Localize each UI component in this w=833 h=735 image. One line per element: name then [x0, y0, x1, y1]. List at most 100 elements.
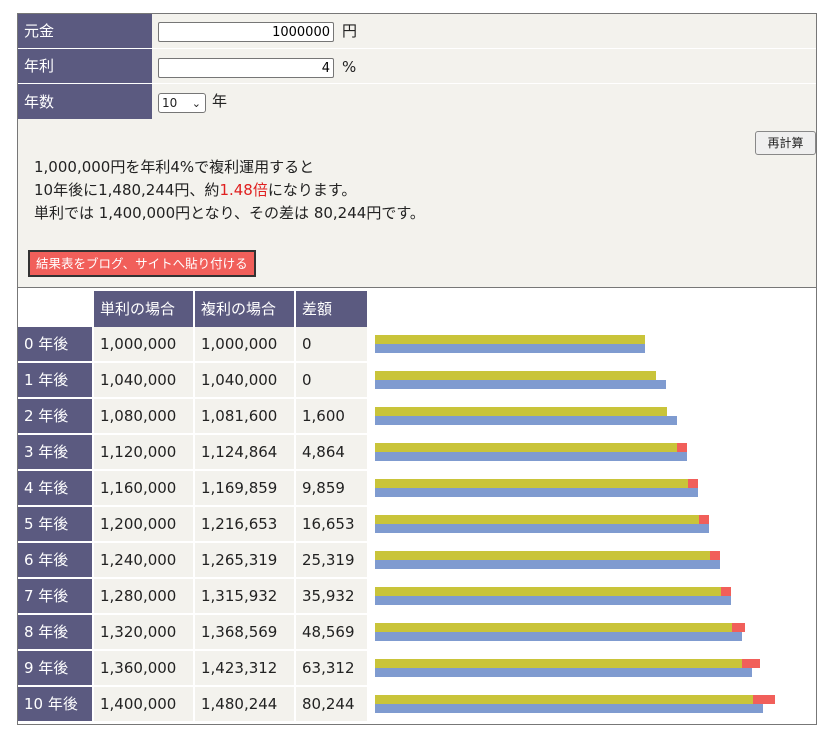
- cell-year: 7 年後: [18, 579, 92, 613]
- cell-simple: 1,200,000: [94, 507, 193, 541]
- bar-simple: [375, 695, 754, 704]
- cell-diff: 48,569: [296, 615, 367, 649]
- header-compound: 複利の場合: [195, 291, 294, 327]
- cell-compound: 1,423,312: [195, 651, 294, 685]
- result-line-2-post: になります。: [267, 181, 357, 199]
- cell-diff: 25,319: [296, 543, 367, 577]
- bar-simple: [375, 623, 732, 632]
- cell-simple: 1,040,000: [94, 363, 193, 397]
- result-multiplier: 1.48倍: [219, 181, 268, 199]
- result-line-1: 1,000,000円を年利4%で複利運用すると: [34, 158, 315, 176]
- bar-compound: [375, 416, 677, 425]
- bar-simple: [375, 479, 689, 488]
- bar-simple: [375, 551, 710, 560]
- rate-unit: %: [342, 58, 357, 76]
- cell-diff: 0: [296, 327, 367, 361]
- cell-simple: 1,120,000: [94, 435, 193, 469]
- cell-diff: 1,600: [296, 399, 367, 433]
- cell-diff: 0: [296, 363, 367, 397]
- result-line-2: 10年後に1,480,244円、約1.48倍になります。: [34, 179, 356, 200]
- cell-year: 4 年後: [18, 471, 92, 505]
- years-select-value: 10: [162, 96, 178, 110]
- header-simple: 単利の場合: [94, 291, 193, 327]
- cell-compound: 1,040,000: [195, 363, 294, 397]
- cell-diff: 35,932: [296, 579, 367, 613]
- cell-compound: 1,169,859: [195, 471, 294, 505]
- rate-label: 年利: [18, 49, 152, 84]
- input-form: 元金 円 年利 % 年数 10 ⌄ 年: [17, 13, 817, 121]
- principal-row: 元金 円: [18, 14, 816, 49]
- bar-simple: [375, 371, 656, 380]
- cell-diff: 9,859: [296, 471, 367, 505]
- rate-input[interactable]: [158, 58, 334, 78]
- years-unit: 年: [212, 92, 228, 110]
- cell-year: 6 年後: [18, 543, 92, 577]
- principal-input[interactable]: [158, 22, 334, 42]
- bar-compound: [375, 452, 688, 461]
- bar-compound: [375, 344, 645, 353]
- years-select[interactable]: 10 ⌄: [158, 93, 206, 113]
- result-line-2-pre: 10年後に1,480,244円、約: [34, 181, 220, 199]
- bar-compound: [375, 704, 764, 713]
- cell-diff: 63,312: [296, 651, 367, 685]
- bar-simple: [375, 407, 667, 416]
- bar-compound: [375, 596, 731, 605]
- cell-compound: 1,081,600: [195, 399, 294, 433]
- cell-compound: 1,265,319: [195, 543, 294, 577]
- cell-simple: 1,280,000: [94, 579, 193, 613]
- cell-diff: 4,864: [296, 435, 367, 469]
- bar-diff: [677, 443, 688, 452]
- bar-simple: [375, 443, 678, 452]
- result-table: 単利の場合 複利の場合 差額 0 年後 1,000,000 1,000,000 0 1 年後 1…: [17, 287, 817, 725]
- header-diff: 差額: [296, 291, 367, 327]
- cell-simple: 1,240,000: [94, 543, 193, 577]
- recalc-button[interactable]: 再計算: [755, 131, 816, 155]
- bar-diff: [731, 623, 745, 632]
- bar-compound: [375, 632, 742, 641]
- bar-simple: [375, 335, 645, 344]
- bar-compound: [375, 524, 710, 533]
- cell-year: 1 年後: [18, 363, 92, 397]
- bar-diff: [688, 479, 699, 488]
- cell-simple: 1,080,000: [94, 399, 193, 433]
- cell-diff: 80,244: [296, 687, 367, 721]
- blog-paste-button[interactable]: 結果表をブログ、サイトへ貼り付ける: [28, 250, 256, 277]
- bar-diff: [742, 659, 760, 668]
- cell-year: 3 年後: [18, 435, 92, 469]
- principal-unit: 円: [342, 22, 358, 40]
- years-row: 年数 10 ⌄ 年: [18, 84, 816, 120]
- cell-year: 5 年後: [18, 507, 92, 541]
- cell-simple: 1,320,000: [94, 615, 193, 649]
- cell-simple: 1,160,000: [94, 471, 193, 505]
- bar-compound: [375, 560, 720, 569]
- bar-diff: [699, 515, 710, 524]
- cell-simple: 1,400,000: [94, 687, 193, 721]
- bar-diff: [720, 587, 731, 596]
- row-divider: [152, 83, 816, 84]
- bar-simple: [375, 515, 700, 524]
- bar-compound: [375, 668, 753, 677]
- bar-compound: [375, 488, 699, 497]
- cell-simple: 1,000,000: [94, 327, 193, 361]
- years-label: 年数: [18, 84, 152, 120]
- cell-year: 8 年後: [18, 615, 92, 649]
- cell-compound: 1,368,569: [195, 615, 294, 649]
- result-summary: 再計算 1,000,000円を年利4%で複利運用すると 10年後に1,480,2…: [17, 119, 817, 287]
- bar-diff: [709, 551, 720, 560]
- bar-simple: [375, 587, 721, 596]
- cell-compound: 1,124,864: [195, 435, 294, 469]
- cell-compound: 1,216,653: [195, 507, 294, 541]
- bar-diff: [753, 695, 775, 704]
- bar-compound: [375, 380, 666, 389]
- cell-compound: 1,480,244: [195, 687, 294, 721]
- result-line-3: 単利では 1,400,000円となり、その差は 80,244円です。: [34, 204, 425, 222]
- rate-row: 年利 %: [18, 49, 816, 84]
- cell-year: 9 年後: [18, 651, 92, 685]
- chevron-down-icon: ⌄: [191, 97, 201, 110]
- bar-simple: [375, 659, 743, 668]
- row-divider: [152, 48, 816, 49]
- cell-simple: 1,360,000: [94, 651, 193, 685]
- header-corner: [18, 291, 92, 327]
- cell-year: 10 年後: [18, 687, 92, 721]
- cell-compound: 1,000,000: [195, 327, 294, 361]
